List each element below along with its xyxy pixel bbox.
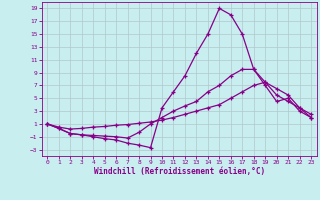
- X-axis label: Windchill (Refroidissement éolien,°C): Windchill (Refroidissement éolien,°C): [94, 167, 265, 176]
